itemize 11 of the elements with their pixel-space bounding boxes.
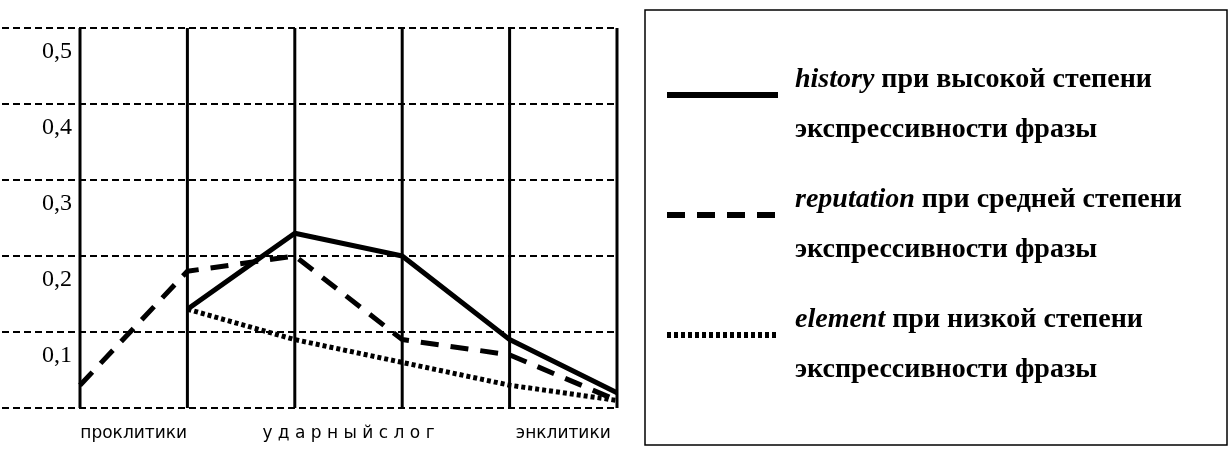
legend-label: reputation при средней степени экспрессивности фразы (795, 182, 1183, 263)
y-tick-label: 0,1 (42, 341, 72, 368)
text: у д а р н ы й с л о г (262, 422, 435, 442)
y-tick-label: 0,5 (42, 37, 72, 64)
text: проклитики (80, 422, 188, 442)
text: энклитики (515, 422, 611, 442)
y-tick-label: 0,2 (42, 265, 72, 292)
legend-label: element при низкой степени экспрессивности фразы (795, 302, 1143, 383)
legend-label: history при высокой степени экспрессивности фразы (795, 62, 1152, 143)
y-tick-label: 0,4 (42, 113, 72, 140)
y-tick-label: 0,3 (42, 189, 72, 216)
